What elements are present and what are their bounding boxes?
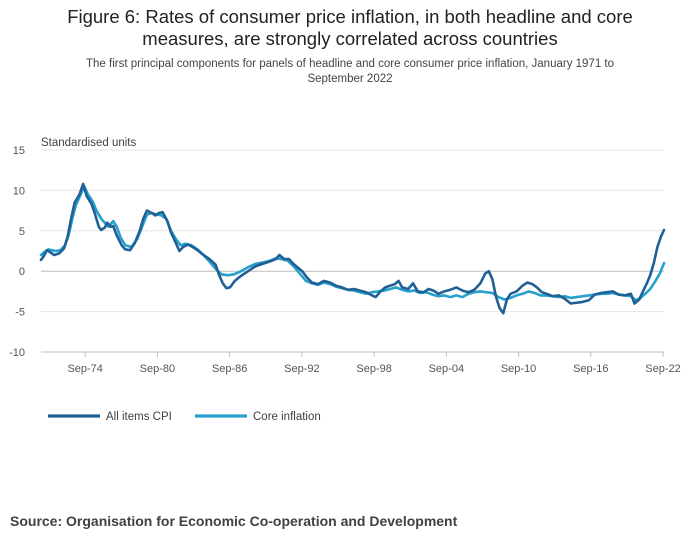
- y-tick-label: -10: [9, 347, 25, 359]
- x-tick-label: Sep-22: [645, 363, 680, 375]
- y-tick-label: 5: [19, 226, 25, 238]
- series-line-all-items-cpi: [39, 182, 666, 315]
- x-axis-ticks: Sep-74 Sep-80 Sep-86 Sep-92 Sep-98 Sep-04 Sep-…: [41, 351, 681, 375]
- legend-label: All items CPI: [106, 411, 172, 423]
- series-lines: [39, 182, 666, 315]
- chart-subtitle: The first principal components for panel…: [30, 57, 670, 87]
- x-tick-label: Sep-86: [212, 363, 247, 375]
- legend-label: Core inflation: [253, 411, 321, 423]
- x-tick-label: Sep-74: [67, 363, 102, 375]
- x-tick-label: Sep-10: [501, 363, 536, 375]
- x-tick-label: Sep-80: [140, 363, 175, 375]
- chart-title: Figure 6: Rates of consumer price inflat…: [0, 6, 700, 50]
- gridlines: [41, 149, 664, 353]
- y-tick-label: 0: [19, 266, 25, 278]
- y-tick-label: -5: [15, 307, 25, 319]
- y-axis-ticks: 15 10 5 0 -5 -10: [9, 145, 25, 359]
- x-tick-label: Sep-16: [573, 363, 608, 375]
- x-tick-label: Sep-98: [356, 363, 391, 375]
- legend: All items CPI Core inflation: [48, 411, 321, 423]
- x-tick-label: Sep-04: [429, 363, 464, 375]
- chart-subtitle-line-1: The first principal components for panel…: [85, 58, 615, 70]
- chart-title-line-2: measures, are strongly correlated across…: [142, 28, 558, 49]
- chart-subtitle-line-2: September 2022: [307, 73, 393, 85]
- y-axis-label: Standardised units: [41, 137, 137, 149]
- y-tick-label: 10: [13, 185, 25, 197]
- x-tick-label: Sep-92: [284, 363, 319, 375]
- y-tick-label: 15: [13, 145, 25, 157]
- chart-title-line-1: Figure 6: Rates of consumer price inflat…: [67, 6, 633, 27]
- source-note: Source: Organisation for Economic Co-ope…: [10, 513, 458, 529]
